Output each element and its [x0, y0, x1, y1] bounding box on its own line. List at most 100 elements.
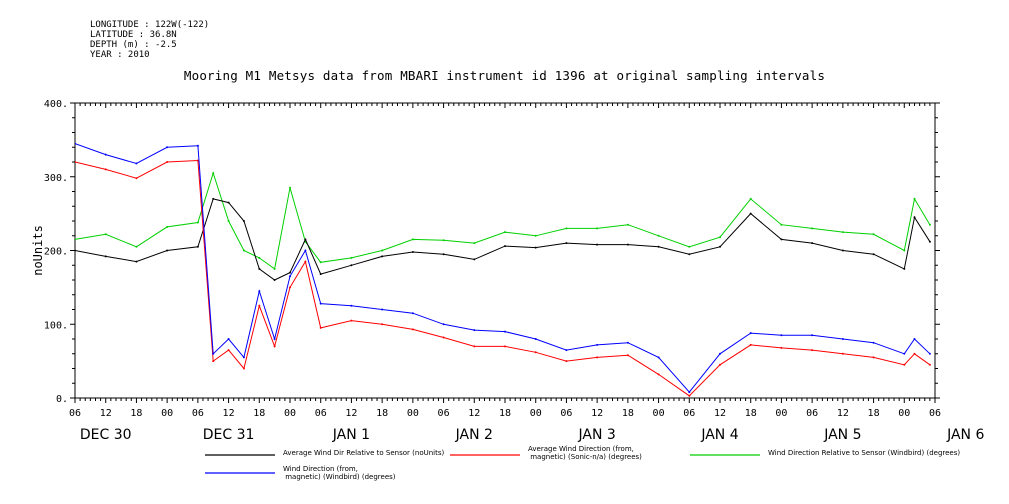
data-point [504, 330, 506, 333]
date-label: JAN 4 [700, 427, 738, 443]
data-point [104, 168, 107, 171]
data-point [212, 352, 215, 355]
data-point [811, 334, 814, 337]
x-tick-label: 12 [100, 408, 112, 419]
data-point [135, 260, 138, 263]
data-point [242, 367, 245, 370]
series-line-2 [75, 171, 931, 270]
x-tick-label: 06 [438, 408, 450, 419]
data-point [565, 349, 568, 352]
x-tick-label: 06 [806, 408, 818, 419]
data-point [626, 223, 629, 226]
data-point [227, 338, 230, 340]
data-point [196, 245, 199, 248]
data-point [381, 308, 384, 311]
data-point [273, 267, 276, 270]
data-point [780, 334, 783, 337]
data-point [104, 153, 107, 156]
data-point [258, 304, 261, 307]
x-tick-label: 00 [653, 408, 665, 419]
y-tick-label: 100. [44, 320, 68, 331]
data-point [749, 197, 752, 200]
data-point [411, 238, 414, 241]
x-tick-label: 00 [161, 408, 173, 419]
data-point [350, 264, 353, 267]
x-tick-label: 18 [130, 408, 142, 419]
legend-label: Wind Direction Relative to Sensor (Windb… [768, 449, 960, 457]
data-point [688, 394, 691, 397]
x-tick-label: 18 [745, 408, 757, 419]
data-point [319, 273, 322, 276]
x-tick-label: 06 [560, 408, 572, 419]
x-tick-label: 00 [530, 408, 542, 419]
date-label: JAN 3 [577, 427, 615, 443]
data-point [811, 242, 814, 245]
date-label: DEC 30 [80, 427, 132, 443]
data-point [273, 345, 276, 348]
data-point [258, 256, 261, 259]
data-point [626, 354, 629, 357]
data-point [258, 290, 261, 293]
x-tick-label: 06 [315, 408, 327, 419]
data-point [913, 197, 916, 200]
data-point [841, 249, 844, 252]
date-label: JAN 2 [455, 427, 493, 443]
data-point [749, 212, 752, 215]
year-label: YEAR : 2010 [90, 50, 150, 60]
y-axis-label: noUnits [31, 225, 45, 276]
data-point [135, 162, 138, 165]
data-point [657, 245, 660, 248]
data-point [913, 216, 916, 219]
data-point [596, 343, 599, 346]
x-tick-label: 06 [929, 408, 941, 419]
data-point [596, 227, 599, 230]
data-point [166, 225, 169, 228]
x-tick-label: 18 [868, 408, 880, 419]
data-point [534, 246, 537, 249]
data-point [227, 220, 230, 222]
data-point [242, 249, 245, 252]
date-label: JAN 1 [332, 427, 370, 443]
data-point [903, 249, 906, 252]
data-point [811, 227, 814, 230]
data-point [442, 336, 445, 339]
x-tick-label: 00 [284, 408, 296, 419]
x-tick-label: 18 [376, 408, 388, 419]
data-point [319, 326, 322, 329]
data-point [688, 391, 691, 394]
data-point [811, 349, 814, 352]
data-point [688, 253, 691, 256]
data-point [565, 227, 568, 230]
data-point [319, 261, 322, 264]
data-point [135, 245, 138, 248]
data-point [473, 329, 476, 332]
data-point [626, 243, 629, 246]
data-point [196, 159, 199, 162]
data-point [135, 177, 138, 180]
data-point [289, 275, 291, 278]
data-point [903, 267, 906, 270]
x-tick-label: 12 [837, 408, 849, 419]
data-point [75, 142, 76, 145]
data-point [227, 201, 230, 204]
y-tick-label: 300. [44, 173, 68, 184]
date-label: DEC 31 [203, 427, 255, 443]
data-point [212, 360, 215, 363]
data-point [304, 238, 307, 241]
data-point [841, 338, 844, 340]
data-point [75, 238, 76, 241]
data-point [242, 220, 245, 222]
x-tick-label: 12 [714, 408, 726, 419]
x-tick-label: 12 [468, 408, 480, 419]
data-point [749, 343, 752, 346]
data-point [227, 349, 230, 352]
data-point [289, 186, 291, 189]
chart-title: Mooring M1 Metsys data from MBARI instru… [183, 68, 826, 83]
data-point [212, 197, 215, 200]
x-tick-label: 00 [898, 408, 910, 419]
series-line-3 [75, 143, 931, 393]
x-tick-label: 06 [69, 408, 81, 419]
data-point [381, 323, 384, 326]
data-point [596, 356, 599, 359]
y-tick-label: 200. [44, 247, 68, 258]
